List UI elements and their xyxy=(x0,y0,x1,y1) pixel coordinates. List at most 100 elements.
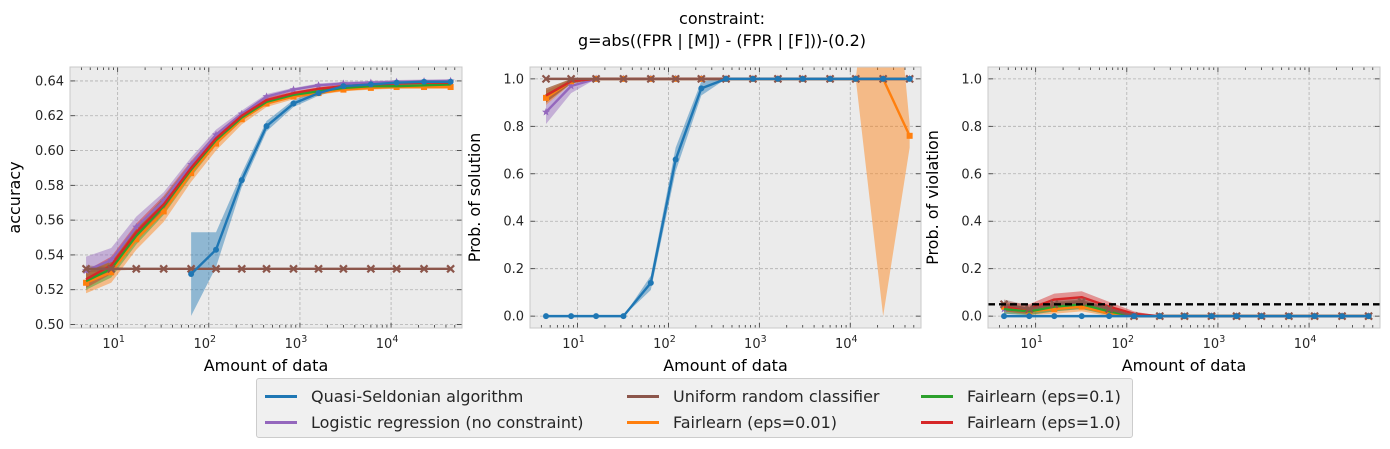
legend-swatch-logistic-regression xyxy=(265,420,297,424)
point-quasi-seldonian-algorithm xyxy=(647,279,654,286)
x-tick-exponent: 1 xyxy=(579,334,585,345)
point-fairlearn-eps-0-01 xyxy=(83,279,90,286)
point-quasi-seldonian-algorithm xyxy=(213,246,220,253)
point-logistic-regression-no-constraint xyxy=(212,130,221,139)
y-tick-label: 0.56 xyxy=(35,214,64,229)
y-tick-label: 0.0 xyxy=(503,310,524,325)
point-fairlearn-eps-0-01 xyxy=(906,132,913,139)
x-tick-exponent: 3 xyxy=(301,334,307,345)
panel-1: 0.50 0.52 0.54 0.56 0.58 0.60 0.62 0.64 101 102 10… xyxy=(5,66,463,375)
legend-label-quasi-seldonian: Quasi-Seldonian algorithm xyxy=(311,386,524,406)
plot-area xyxy=(988,67,1380,328)
point-quasi-seldonian-algorithm xyxy=(1001,313,1008,320)
point-quasi-seldonian-algorithm xyxy=(672,156,679,163)
point-quasi-seldonian-algorithm xyxy=(1156,313,1163,320)
y-tick-label: 0.64 xyxy=(35,74,64,89)
x-tick-label: 103 xyxy=(285,334,308,352)
point-uniform-random-classifier xyxy=(237,264,247,274)
point-quasi-seldonian-algorithm xyxy=(290,100,297,107)
band-fairlearn-eps-1-0 xyxy=(1004,291,1369,317)
x-tick-label: 103 xyxy=(744,334,767,352)
y-tick-label: 1.0 xyxy=(503,72,524,87)
legend-label-fairlearn-0-01: Fairlearn (eps=0.01) xyxy=(673,412,838,432)
point-quasi-seldonian-algorithm xyxy=(906,75,913,82)
legend-item-quasi-seldonian: Quasi-Seldonian algorithm xyxy=(265,385,523,407)
point-quasi-seldonian-algorithm xyxy=(263,123,270,130)
point-fairlearn-eps-0-01 xyxy=(133,236,140,243)
point-quasi-seldonian-algorithm xyxy=(593,313,600,320)
series-line-fairlearn-eps-0-1 xyxy=(85,83,451,283)
suptitle-line-2: g=abs((FPR | [M]) - (FPR | [F]))-(0.2) xyxy=(578,31,866,50)
band-fairlearn-eps-0-1 xyxy=(1004,299,1369,317)
point-uniform-random-classifier xyxy=(697,74,706,84)
point-quasi-seldonian-algorithm xyxy=(315,90,322,97)
point-logistic-regression-no-constraint xyxy=(187,160,196,168)
point-uniform-random-classifier xyxy=(619,74,628,84)
y-tick-label: 0.52 xyxy=(35,283,64,298)
x-tick-label: 104 xyxy=(1294,334,1317,352)
point-uniform-random-classifier xyxy=(392,264,401,274)
panel-3: 0.0 0.2 0.4 0.6 0.8 1.0 101 102 103 104 Amount of … xyxy=(923,66,1381,375)
legend-item-uniform-random: Uniform random classifier xyxy=(627,385,880,407)
x-tick-exponent: 1 xyxy=(1037,334,1043,345)
point-fairlearn-eps-0-01 xyxy=(290,93,297,100)
legend: Quasi-Seldonian algorithm Uniform random… xyxy=(256,378,1133,438)
x-tick-label: 102 xyxy=(193,334,216,352)
point-quasi-seldonian-algorithm xyxy=(188,271,195,278)
point-fairlearn-eps-0-01 xyxy=(543,94,550,101)
data-layer xyxy=(541,67,914,320)
legend-item-fairlearn-1-0: Fairlearn (eps=1.0) xyxy=(921,411,1121,433)
band-fairlearn-eps-0-01 xyxy=(546,67,910,317)
point-logistic-regression-no-constraint xyxy=(237,109,246,118)
point-fairlearn-eps-0-01 xyxy=(447,84,454,91)
point-logistic-regression-no-constraint xyxy=(289,85,298,94)
legend-swatch-fairlearn-0-01 xyxy=(627,420,659,424)
y-tick-label: 0.54 xyxy=(35,248,64,263)
x-tick-label: 103 xyxy=(1203,334,1226,352)
x-tick-label: 101 xyxy=(102,334,125,352)
point-quasi-seldonian-algorithm xyxy=(238,177,245,184)
point-uniform-random-classifier xyxy=(541,74,551,84)
point-uniform-random-classifier xyxy=(81,264,91,274)
point-quasi-seldonian-algorithm xyxy=(774,75,781,82)
point-fairlearn-eps-0-01 xyxy=(213,140,220,147)
y-axis-label: Prob. of solution xyxy=(465,133,484,263)
point-uniform-random-classifier xyxy=(262,264,271,274)
legend-label-uniform-random: Uniform random classifier xyxy=(673,386,880,406)
x-tick-exponent: 4 xyxy=(1310,334,1316,345)
point-fairlearn-eps-0-01 xyxy=(367,84,374,91)
x-tick-label: 102 xyxy=(653,334,676,352)
point-quasi-seldonian-algorithm xyxy=(1051,313,1058,320)
y-tick-label: 1.0 xyxy=(961,72,982,87)
point-uniform-random-classifier xyxy=(1024,304,1034,314)
point-quasi-seldonian-algorithm xyxy=(1233,313,1240,320)
point-quasi-seldonian-algorithm xyxy=(1339,313,1346,320)
point-quasi-seldonian-algorithm xyxy=(1365,313,1372,320)
point-quasi-seldonian-algorithm xyxy=(1258,313,1265,320)
point-quasi-seldonian-algorithm xyxy=(421,78,428,85)
point-uniform-random-classifier xyxy=(591,74,601,84)
point-uniform-random-classifier xyxy=(211,264,221,274)
legend-label-fairlearn-0-1: Fairlearn (eps=0.1) xyxy=(967,386,1121,406)
legend-item-fairlearn-0-1: Fairlearn (eps=0.1) xyxy=(921,385,1121,407)
y-tick-label: 0.0 xyxy=(961,310,982,325)
point-quasi-seldonian-algorithm xyxy=(367,81,374,88)
point-quasi-seldonian-algorithm xyxy=(1078,313,1085,320)
point-uniform-random-classifier xyxy=(419,264,429,274)
plot-frame xyxy=(987,66,1381,329)
point-quasi-seldonian-algorithm xyxy=(1208,313,1215,320)
data-layer xyxy=(81,76,455,316)
y-tick-label: 0.60 xyxy=(35,144,64,159)
y-tick-label: 0.4 xyxy=(503,215,524,230)
x-tick-exponent: 2 xyxy=(670,334,676,345)
legend-label-fairlearn-1-0: Fairlearn (eps=1.0) xyxy=(967,412,1121,432)
y-tick-label: 0.8 xyxy=(503,120,524,135)
point-logistic-regression-no-constraint xyxy=(132,222,141,231)
point-quasi-seldonian-algorithm xyxy=(827,75,834,82)
point-uniform-random-classifier xyxy=(314,264,323,274)
x-tick-exponent: 2 xyxy=(210,334,216,345)
point-quasi-seldonian-algorithm xyxy=(749,75,756,82)
point-logistic-regression-no-constraint xyxy=(567,81,576,90)
x-tick-label: 104 xyxy=(376,334,399,352)
